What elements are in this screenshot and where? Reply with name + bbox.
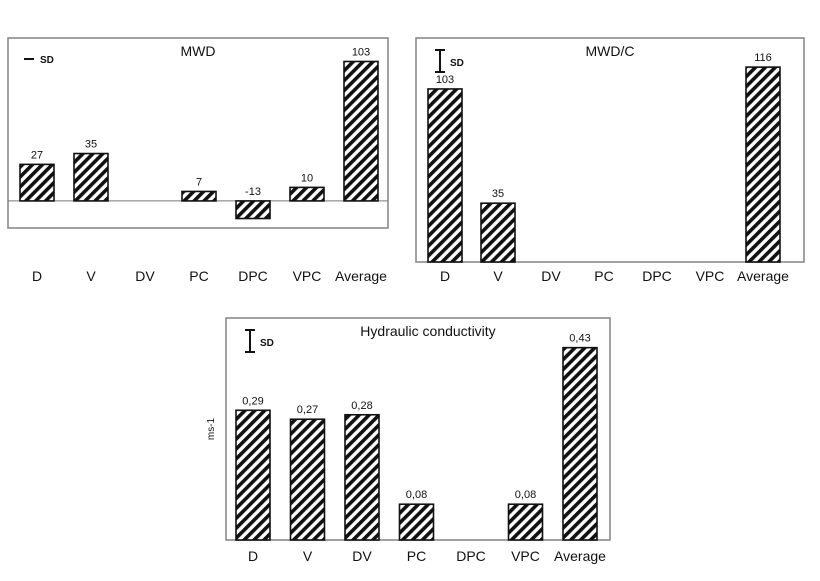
x-tick-pc: PC (407, 548, 426, 564)
x-tick-v: V (493, 268, 503, 284)
x-tick-vpc: VPC (511, 548, 540, 564)
sd-errorbar-icon (435, 49, 445, 73)
bar-average (562, 346, 598, 541)
bar-average (745, 66, 781, 263)
bar-d (427, 88, 463, 263)
value-label-average: 116 (754, 52, 772, 64)
bar-v (289, 418, 326, 541)
bar-v (480, 202, 516, 263)
sd-errorbar-icon (245, 329, 255, 353)
x-tick-average: Average (335, 268, 387, 284)
bar-d (19, 163, 55, 202)
value-label-d: 27 (31, 149, 43, 161)
legend-sd: SD (260, 338, 274, 349)
value-label-average: 103 (352, 46, 370, 58)
x-tick-v: V (303, 548, 313, 564)
bar-pc (398, 503, 435, 541)
chart-title: MWD (181, 43, 216, 59)
value-label-average: 0,43 (569, 333, 590, 345)
mwdc-chart: MWD/C SD 103 D 35 V DV PC DPC VPC 116 Average (415, 37, 805, 284)
x-tick-pc: PC (189, 268, 208, 284)
bar-v (73, 152, 109, 202)
x-tick-average: Average (737, 268, 789, 284)
x-tick-d: D (248, 548, 258, 564)
x-tick-v: V (86, 268, 96, 284)
value-label-v: 0,27 (297, 404, 318, 416)
chart-title: MWD/C (586, 43, 635, 59)
value-label-dv: 0,28 (351, 400, 372, 412)
x-tick-dpc: DPC (238, 268, 268, 284)
value-label-pc: 7 (196, 176, 202, 188)
y-axis-label: ms-1 (206, 417, 217, 440)
value-label-d: 103 (436, 74, 454, 86)
bar-vpc (289, 186, 325, 202)
x-tick-dpc: DPC (456, 548, 486, 564)
x-tick-dv: DV (541, 268, 561, 284)
bar-vpc (507, 503, 544, 541)
x-tick-vpc: VPC (696, 268, 725, 284)
value-label-dpc: -13 (245, 186, 261, 198)
chart-title: Hydraulic conductivity (360, 323, 495, 339)
value-label-pc: 0,08 (406, 489, 427, 501)
x-tick-vpc: VPC (293, 268, 322, 284)
x-tick-d: D (32, 268, 42, 284)
bar-dpc (235, 200, 271, 220)
x-tick-d: D (440, 268, 450, 284)
mwd-chart: MWD SD 27 D 35 V DV 7 PC -13 DPC 10 VPC 103 Average (7, 37, 389, 284)
legend-sd: SD (450, 58, 464, 69)
bar-average (343, 60, 379, 202)
x-tick-pc: PC (594, 268, 613, 284)
x-tick-dv: DV (135, 268, 155, 284)
legend-sd: SD (40, 55, 54, 66)
bar-d (235, 409, 271, 541)
value-label-d: 0,29 (242, 395, 263, 407)
value-label-vpc: 10 (301, 172, 313, 184)
x-tick-dpc: DPC (642, 268, 672, 284)
x-tick-average: Average (554, 548, 606, 564)
value-label-vpc: 0,08 (515, 489, 536, 501)
x-tick-dv: DV (352, 548, 372, 564)
bar-pc (181, 190, 217, 202)
value-label-v: 35 (85, 139, 97, 151)
bar-dv (344, 413, 380, 541)
value-label-v: 35 (492, 188, 504, 200)
hydraulic-conductivity-chart: Hydraulic conductivity SD ms-1 0,29 D 0,27 V 0,… (206, 317, 611, 564)
